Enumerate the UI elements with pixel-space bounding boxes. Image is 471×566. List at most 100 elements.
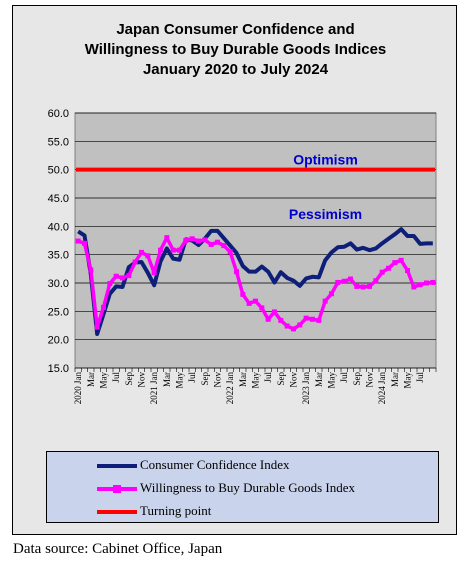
- legend-marker-durable-goods: [113, 485, 121, 493]
- y-tick-label: 15.0: [48, 363, 69, 375]
- x-tick-label: Nov: [289, 372, 299, 388]
- point-durable-goods: [310, 316, 315, 322]
- point-durable-goods: [335, 279, 341, 285]
- x-tick-label: Mar: [390, 372, 400, 387]
- point-durable-goods: [132, 259, 138, 265]
- point-durable-goods: [120, 275, 125, 281]
- point-durable-goods: [158, 247, 163, 253]
- y-tick-label: 60.0: [48, 108, 69, 120]
- x-tick-label: Sep: [276, 372, 286, 386]
- point-durable-goods: [139, 249, 144, 255]
- x-tick-label: Mar: [162, 372, 172, 387]
- x-tick-label: Nov: [213, 372, 223, 388]
- x-tick-label: Mar: [314, 372, 324, 387]
- x-tick-label: Mar: [238, 372, 248, 387]
- point-durable-goods: [329, 291, 334, 297]
- y-tick-label: 50.0: [48, 165, 69, 177]
- point-durable-goods: [145, 253, 151, 259]
- point-durable-goods: [227, 249, 233, 255]
- x-tick-label: Sep: [124, 372, 134, 386]
- point-durable-goods: [316, 317, 322, 323]
- x-tick-label: Jul: [415, 372, 425, 383]
- x-tick-label: May: [403, 372, 413, 389]
- point-durable-goods: [208, 241, 214, 247]
- point-durable-goods: [386, 265, 391, 271]
- point-durable-goods: [196, 238, 201, 244]
- point-durable-goods: [246, 300, 252, 306]
- x-tick-label: May: [99, 372, 109, 389]
- point-durable-goods: [348, 276, 353, 282]
- legend-swatch-turning-point: [97, 510, 137, 514]
- point-durable-goods: [297, 322, 303, 328]
- point-durable-goods: [82, 240, 87, 246]
- point-durable-goods: [284, 323, 290, 329]
- x-tick-label: Jul: [111, 372, 121, 383]
- plot-area: [74, 112, 437, 369]
- point-durable-goods: [411, 284, 417, 290]
- x-tick-label: Jul: [263, 372, 273, 383]
- y-tick-label: 25.0: [48, 306, 69, 318]
- point-durable-goods: [183, 238, 189, 243]
- point-durable-goods: [354, 283, 360, 289]
- x-tick-label: Jul: [339, 372, 349, 383]
- point-durable-goods: [113, 273, 119, 279]
- x-tick-label: 2023 Jan: [301, 372, 311, 405]
- point-durable-goods: [234, 269, 239, 275]
- point-durable-goods: [265, 316, 271, 322]
- chart-title-line-3: January 2020 to July 2024: [142, 61, 329, 78]
- point-durable-goods: [221, 243, 227, 249]
- point-durable-goods: [189, 236, 195, 242]
- point-durable-goods: [240, 291, 246, 297]
- point-durable-goods: [417, 282, 423, 288]
- point-durable-goods: [272, 309, 277, 315]
- y-tick-label: 20.0: [48, 335, 69, 347]
- legend: Consumer Confidence Index Willingness to…: [46, 451, 439, 523]
- y-tick-label: 30.0: [48, 278, 69, 290]
- point-durable-goods: [177, 247, 182, 253]
- x-tick-label: Nov: [137, 372, 147, 388]
- chart-title-line-1: Japan Consumer Confidence and: [116, 21, 355, 38]
- point-durable-goods: [373, 278, 379, 284]
- legend-item-consumer-confidence: Consumer Confidence Index: [47, 456, 438, 476]
- point-durable-goods: [322, 298, 328, 304]
- x-tick-label: 2022 Jan: [225, 372, 235, 405]
- annotation-optimism: Optimism: [293, 151, 358, 167]
- annotation-pessimism: Pessimism: [289, 206, 362, 222]
- x-tick-label: Nov: [365, 372, 375, 388]
- point-durable-goods: [430, 279, 436, 285]
- point-durable-goods: [424, 280, 429, 286]
- point-durable-goods: [126, 273, 132, 279]
- point-durable-goods: [170, 247, 176, 253]
- source-note: Data source: Cabinet Office, Japan: [13, 541, 223, 557]
- point-durable-goods: [405, 268, 410, 274]
- legend-label-turning-point: Turning point: [140, 503, 212, 518]
- point-durable-goods: [94, 324, 100, 330]
- chart-title-line-2: Willingness to Buy Durable Goods Indices: [84, 41, 387, 58]
- point-durable-goods: [164, 235, 170, 241]
- point-durable-goods: [101, 304, 106, 310]
- point-durable-goods: [75, 238, 81, 244]
- point-durable-goods: [303, 315, 309, 321]
- legend-label-consumer-confidence: Consumer Confidence Index: [140, 457, 290, 472]
- y-tick-label: 45.0: [48, 193, 69, 205]
- x-tick-label: 2021 Jan: [149, 372, 159, 405]
- point-durable-goods: [202, 237, 208, 243]
- chart-svg: 60.0 55.0 50.0 45.0 40.0 35.0 30.0 25.0 20.0 15.0…: [48, 108, 437, 405]
- point-durable-goods: [360, 284, 366, 290]
- x-tick-label: May: [327, 372, 337, 389]
- point-durable-goods: [398, 257, 404, 263]
- y-tick-label: 35.0: [48, 250, 69, 262]
- chart-title: Japan Consumer Confidence and Willingnes…: [0, 20, 471, 80]
- x-tick-label: Sep: [200, 372, 210, 386]
- legend-item-durable-goods: Willingness to Buy Durable Goods Index: [47, 479, 438, 499]
- legend-label-durable-goods: Willingness to Buy Durable Goods Index: [140, 480, 356, 495]
- point-durable-goods: [151, 270, 157, 276]
- point-durable-goods: [88, 267, 94, 273]
- point-durable-goods: [379, 269, 385, 275]
- point-durable-goods: [215, 239, 220, 245]
- point-durable-goods: [253, 298, 258, 304]
- x-tick-label: 2020 Jan: [73, 372, 83, 405]
- legend-item-turning-point: Turning point: [47, 502, 438, 522]
- x-tick-label: Jul: [187, 372, 197, 383]
- x-tick-label: Mar: [86, 372, 96, 387]
